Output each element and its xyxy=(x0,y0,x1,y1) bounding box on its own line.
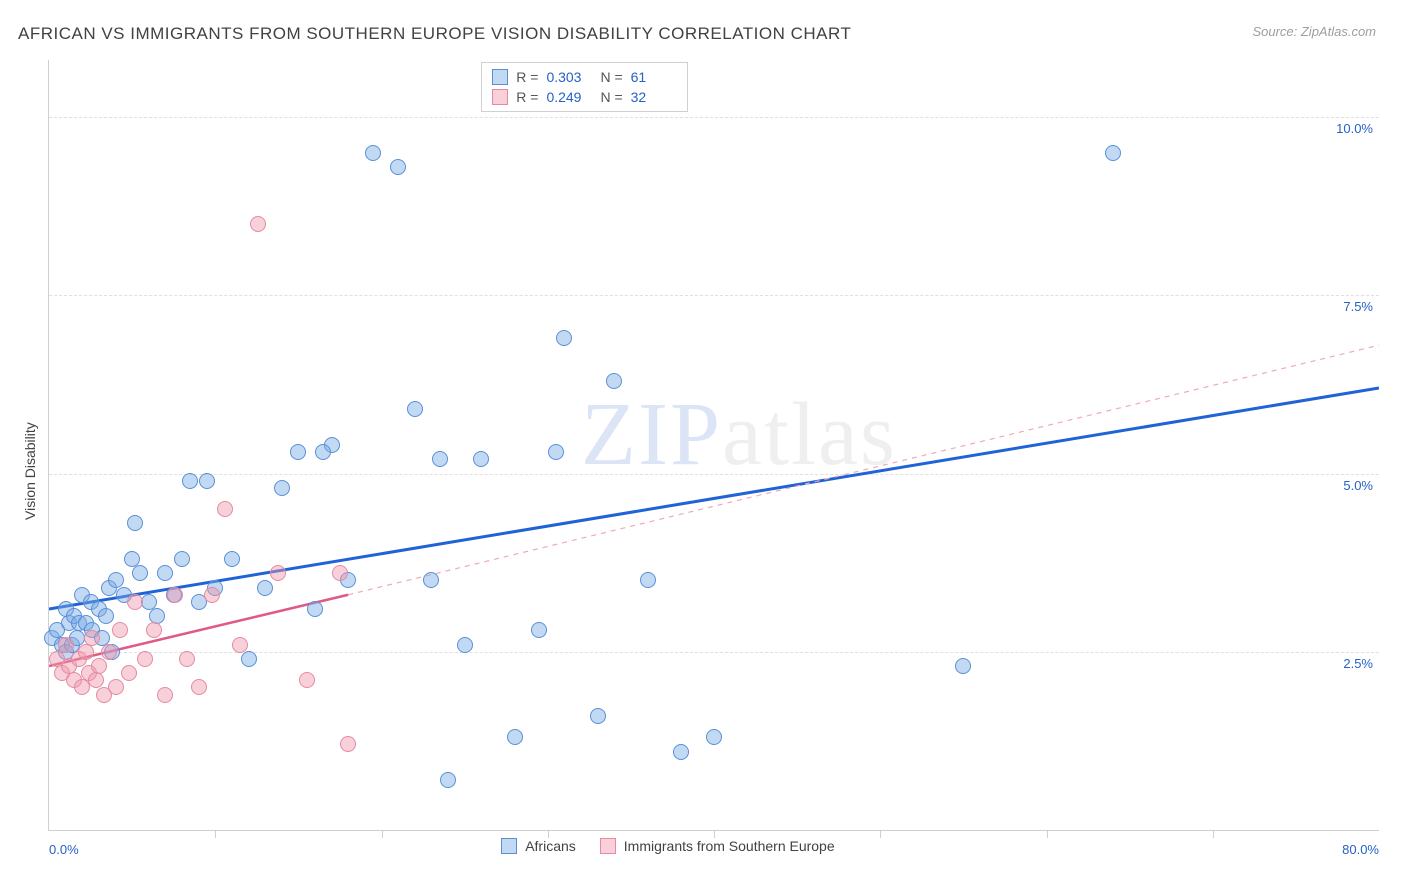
correlation-legend: R = 0.303 N = 61 R = 0.249 N = 32 xyxy=(481,62,687,112)
data-point xyxy=(58,637,74,653)
data-point xyxy=(440,772,456,788)
gridline xyxy=(49,474,1379,475)
legend-swatch xyxy=(600,838,616,854)
data-point xyxy=(257,580,273,596)
data-point xyxy=(224,551,240,567)
data-point xyxy=(606,373,622,389)
data-point xyxy=(174,551,190,567)
legend-label: Immigrants from Southern Europe xyxy=(624,838,835,854)
r-value: 0.249 xyxy=(546,87,592,107)
data-point xyxy=(98,608,114,624)
data-point xyxy=(137,651,153,667)
data-point xyxy=(274,480,290,496)
series-legend: Africans Immigrants from Southern Europe xyxy=(501,838,834,854)
n-label: N = xyxy=(600,87,622,107)
legend-item: Africans xyxy=(501,838,576,854)
x-tick xyxy=(548,830,549,838)
legend-swatch xyxy=(492,69,508,85)
chart-title: AFRICAN VS IMMIGRANTS FROM SOUTHERN EURO… xyxy=(18,24,851,44)
data-point xyxy=(507,729,523,745)
data-point xyxy=(241,651,257,667)
watermark: ZIPatlas xyxy=(581,383,897,486)
data-point xyxy=(84,630,100,646)
data-point xyxy=(706,729,722,745)
data-point xyxy=(108,679,124,695)
data-point xyxy=(127,594,143,610)
data-point xyxy=(457,637,473,653)
data-point xyxy=(232,637,248,653)
data-point xyxy=(217,501,233,517)
data-point xyxy=(556,330,572,346)
data-point xyxy=(473,451,489,467)
data-point xyxy=(365,145,381,161)
data-point xyxy=(204,587,220,603)
data-point xyxy=(132,565,148,581)
data-point xyxy=(290,444,306,460)
n-label: N = xyxy=(600,67,622,87)
data-point xyxy=(121,665,137,681)
x-tick xyxy=(215,830,216,838)
data-point xyxy=(548,444,564,460)
data-point xyxy=(250,216,266,232)
x-tick xyxy=(714,830,715,838)
gridline xyxy=(49,117,1379,118)
data-point xyxy=(299,672,315,688)
data-point xyxy=(146,622,162,638)
legend-row: R = 0.303 N = 61 xyxy=(492,67,676,87)
data-point xyxy=(157,565,173,581)
x-axis-min-label: 0.0% xyxy=(49,842,79,857)
data-point xyxy=(101,644,117,660)
x-tick xyxy=(382,830,383,838)
data-point xyxy=(390,159,406,175)
gridline xyxy=(49,295,1379,296)
data-point xyxy=(332,565,348,581)
data-point xyxy=(315,444,331,460)
plot-area: 2.5%5.0%7.5%10.0%0.0%80.0%ZIPatlasR =0.3… xyxy=(48,60,1379,831)
data-point xyxy=(640,572,656,588)
r-label: R = xyxy=(516,67,538,87)
legend-swatch xyxy=(492,89,508,105)
data-point xyxy=(531,622,547,638)
y-tick-label: 10.0% xyxy=(1336,121,1373,136)
y-axis-label: Vision Disability xyxy=(22,422,38,520)
data-point xyxy=(199,473,215,489)
legend-item: Immigrants from Southern Europe xyxy=(600,838,835,854)
legend-label: Africans xyxy=(525,838,576,854)
data-point xyxy=(340,736,356,752)
data-point xyxy=(91,658,107,674)
x-tick xyxy=(880,830,881,838)
n-value: 61 xyxy=(631,67,677,87)
source-label: Source: ZipAtlas.com xyxy=(1252,24,1376,39)
trend-lines xyxy=(49,60,1379,830)
x-tick xyxy=(1047,830,1048,838)
data-point xyxy=(179,651,195,667)
legend-swatch xyxy=(501,838,517,854)
y-tick-label: 5.0% xyxy=(1343,478,1373,493)
data-point xyxy=(423,572,439,588)
data-point xyxy=(270,565,286,581)
data-point xyxy=(1105,145,1121,161)
data-point xyxy=(127,515,143,531)
data-point xyxy=(167,587,183,603)
legend-row: R = 0.249 N = 32 xyxy=(492,87,676,107)
data-point xyxy=(432,451,448,467)
data-point xyxy=(407,401,423,417)
x-axis-max-label: 80.0% xyxy=(1342,842,1379,857)
n-value: 32 xyxy=(631,87,677,107)
y-tick-label: 2.5% xyxy=(1343,656,1373,671)
r-value: 0.303 xyxy=(546,67,592,87)
data-point xyxy=(182,473,198,489)
data-point xyxy=(590,708,606,724)
r-label: R = xyxy=(516,87,538,107)
data-point xyxy=(112,622,128,638)
data-point xyxy=(673,744,689,760)
data-point xyxy=(955,658,971,674)
data-point xyxy=(191,679,207,695)
y-tick-label: 7.5% xyxy=(1343,299,1373,314)
data-point xyxy=(78,644,94,660)
data-point xyxy=(307,601,323,617)
data-point xyxy=(157,687,173,703)
x-tick xyxy=(1213,830,1214,838)
